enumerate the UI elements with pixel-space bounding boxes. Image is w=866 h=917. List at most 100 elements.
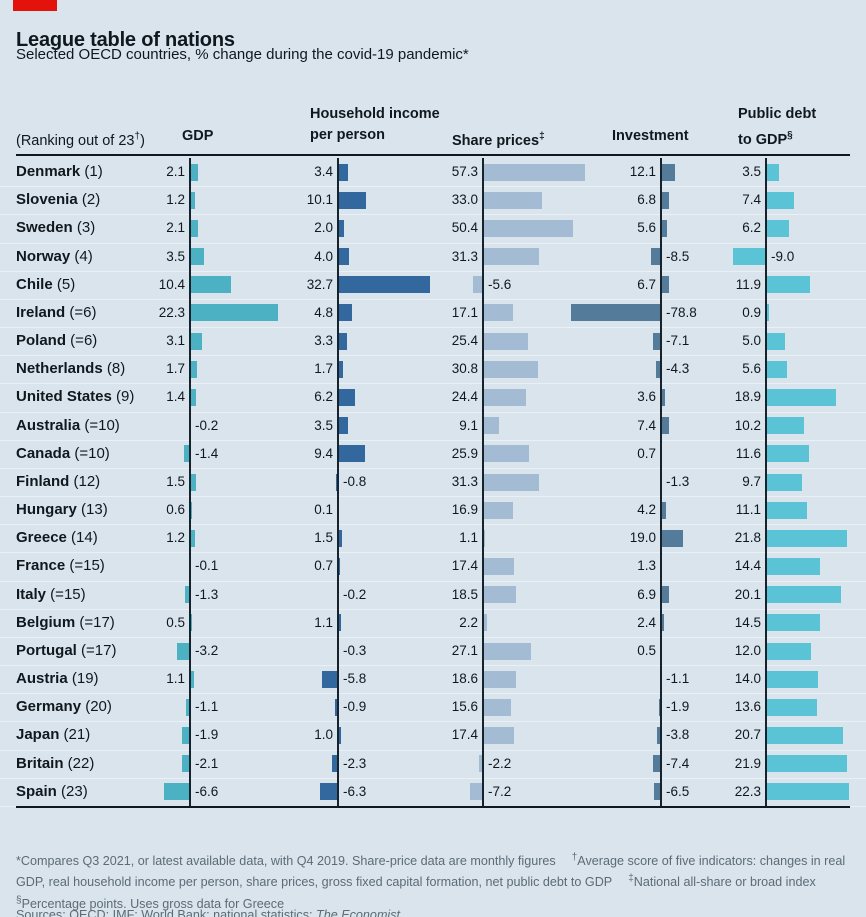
gdp-value: 1.7 [166, 361, 185, 377]
public-debt-value: 12.0 [734, 642, 761, 658]
household-income-value: 10.1 [306, 192, 333, 208]
public-debt-bar [766, 755, 848, 773]
public-debt-value: 5.6 [742, 361, 761, 377]
gdp-bar [190, 501, 193, 519]
investment-value: -7.4 [666, 755, 690, 771]
country-label: Slovenia (2) [16, 191, 101, 209]
table-row: Spain (23) -6.6 -6.3 -7.2 -6.5 22.3 [0, 778, 866, 807]
investment-bar [661, 529, 683, 547]
share-prices-bar [483, 332, 529, 350]
investment-value: -8.5 [666, 248, 690, 264]
investment-bar [652, 755, 661, 773]
investment-axis [660, 158, 662, 806]
public-debt-bar [766, 670, 819, 688]
public-debt-bar [766, 360, 787, 378]
country-label: Ireland (=6) [16, 303, 97, 321]
share-prices-value: 17.4 [451, 558, 478, 574]
share-prices-value: -5.6 [488, 276, 512, 292]
investment-bar [661, 191, 669, 209]
share-prices-value: 50.4 [451, 220, 478, 236]
public-debt-axis [765, 158, 767, 806]
household-income-bar [338, 445, 365, 463]
public-debt-value: 7.4 [742, 192, 761, 208]
household-income-bar [338, 248, 350, 266]
household-income-value: 1.5 [314, 530, 333, 546]
country-label: Sweden (3) [16, 219, 96, 237]
household-income-bar [338, 614, 342, 632]
gdp-bar [190, 332, 203, 350]
public-debt-bar [766, 614, 820, 632]
share-prices-value: 17.4 [451, 727, 478, 743]
gdp-bar [190, 191, 195, 209]
share-prices-bar [483, 727, 514, 745]
public-debt-bar [732, 248, 766, 266]
gdp-axis [189, 158, 191, 806]
country-label: Canada (=10) [16, 444, 110, 462]
share-prices-value: 27.1 [451, 642, 478, 658]
public-debt-bar [766, 276, 811, 294]
household-income-value: -5.8 [343, 671, 367, 687]
household-income-value: -0.9 [343, 699, 367, 715]
footnote-pct: Percentage points. Uses gross data for G… [21, 897, 285, 912]
gdp-bar [163, 783, 190, 801]
footnotes: *Compares Q3 2021, or latest available d… [16, 849, 852, 914]
column-header-share-prices-sup: ‡ [539, 131, 545, 142]
investment-value: 3.6 [637, 389, 656, 405]
table-row: Canada (=10) -1.4 9.4 25.9 0.7 11.6 [0, 440, 866, 469]
investment-bar [661, 219, 668, 237]
country-label: Denmark (1) [16, 163, 103, 180]
country-label: Chile (5) [16, 275, 76, 293]
household-income-bar [338, 360, 343, 378]
share-prices-value: 31.3 [451, 473, 478, 489]
share-prices-value: 31.3 [451, 248, 478, 264]
table-row: Poland (=6) 3.1 3.3 25.4 -7.1 5.0 [0, 327, 866, 357]
investment-bar [571, 304, 661, 322]
table-row: France (=15) -0.1 0.7 17.4 1.3 14.4 [0, 552, 866, 582]
table-row: Hungary (13) 0.6 0.1 16.9 4.2 11.1 [0, 496, 866, 526]
household-income-bar [338, 417, 348, 435]
household-income-value: 0.7 [314, 558, 333, 574]
footnote-national-sup: ‡ [628, 873, 634, 885]
investment-bar [661, 276, 669, 294]
column-header-gdp-label: GDP [182, 128, 214, 144]
column-header-investment-label: Investment [612, 128, 689, 144]
sources-prefix: Sources: OECD; IMF; World Bank; national… [16, 907, 317, 917]
gdp-value: -6.6 [195, 783, 219, 799]
public-debt-bar [766, 163, 780, 181]
public-debt-bar [766, 529, 848, 547]
ranking-note-close: ) [140, 132, 145, 149]
share-prices-value: 16.9 [451, 502, 478, 518]
investment-value: 19.0 [629, 530, 656, 546]
public-debt-value: 14.0 [734, 671, 761, 687]
investment-value: 5.6 [637, 220, 656, 236]
country-label: United States (9) [16, 388, 135, 406]
public-debt-value: 20.7 [734, 727, 761, 743]
investment-bar [652, 332, 661, 350]
household-income-bar [335, 698, 338, 716]
column-header-public-debt: Public debt to GDP§ [738, 104, 824, 151]
column-header-household-income-label: Household income per person [310, 106, 440, 143]
household-income-bar [338, 276, 431, 294]
share-prices-value: 17.1 [451, 304, 478, 320]
household-income-value: -0.8 [343, 473, 367, 489]
gdp-value: -3.2 [195, 642, 219, 658]
share-prices-bar [470, 783, 483, 801]
gdp-value: 10.4 [158, 276, 185, 292]
investment-value: 0.5 [637, 642, 656, 658]
table-row: Netherlands (8) 1.7 1.7 30.8 -4.3 5.6 [0, 355, 866, 385]
household-income-bar [320, 783, 338, 801]
share-prices-value: 24.4 [451, 389, 478, 405]
gdp-bar [184, 445, 190, 463]
share-prices-value: 25.4 [451, 333, 478, 349]
table-row: Austria (19) 1.1 -5.8 18.6 -1.1 14.0 [0, 665, 866, 695]
column-header-public-debt-label: Public debt to GDP [738, 106, 817, 148]
gdp-bar [190, 219, 199, 237]
share-prices-value: 18.6 [451, 671, 478, 687]
gdp-value: 2.1 [166, 220, 185, 236]
household-income-bar [335, 473, 338, 491]
public-debt-bar [766, 219, 790, 237]
investment-bar [661, 501, 666, 519]
table-row: Ireland (=6) 22.3 4.8 17.1 -78.8 0.9 [0, 299, 866, 329]
country-label: Belgium (=17) [16, 613, 115, 631]
